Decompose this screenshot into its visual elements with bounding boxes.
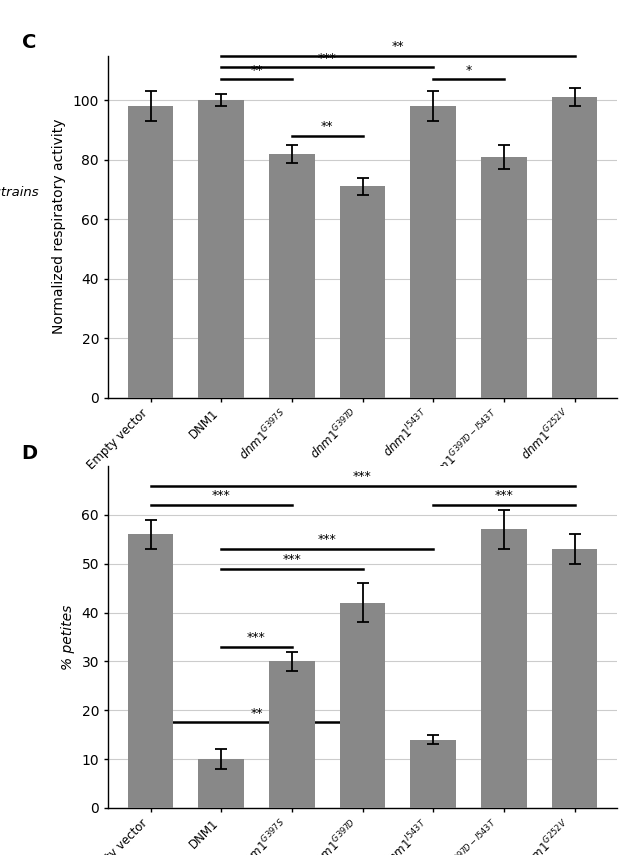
Bar — [340, 186, 385, 398]
Bar — [551, 97, 597, 398]
Bar — [198, 759, 244, 808]
Text: *: * — [466, 63, 472, 77]
Text: ***: *** — [212, 489, 231, 503]
Text: loid strains: loid strains — [0, 186, 38, 199]
Text: ***: *** — [353, 469, 372, 483]
Text: **: ** — [392, 40, 404, 53]
Text: ***: *** — [318, 52, 336, 65]
Bar — [410, 740, 456, 808]
Text: C: C — [22, 33, 36, 52]
Bar — [128, 106, 174, 398]
Bar — [269, 662, 315, 808]
Text: **: ** — [251, 63, 263, 77]
Bar — [551, 549, 597, 808]
Text: **: ** — [321, 121, 333, 133]
Text: ***: *** — [318, 534, 336, 546]
Bar — [410, 106, 456, 398]
Bar — [340, 603, 385, 808]
Bar — [481, 156, 527, 398]
Bar — [269, 154, 315, 398]
Y-axis label: % petites: % petites — [60, 604, 74, 669]
Y-axis label: Normalized respiratory activity: Normalized respiratory activity — [52, 119, 66, 334]
Bar — [198, 100, 244, 398]
Text: ***: *** — [247, 631, 266, 644]
Text: ***: *** — [494, 489, 513, 503]
Text: D: D — [22, 444, 38, 463]
Bar — [128, 534, 174, 808]
Bar — [481, 529, 527, 808]
Text: **: ** — [251, 707, 263, 720]
Text: ***: *** — [282, 553, 301, 566]
